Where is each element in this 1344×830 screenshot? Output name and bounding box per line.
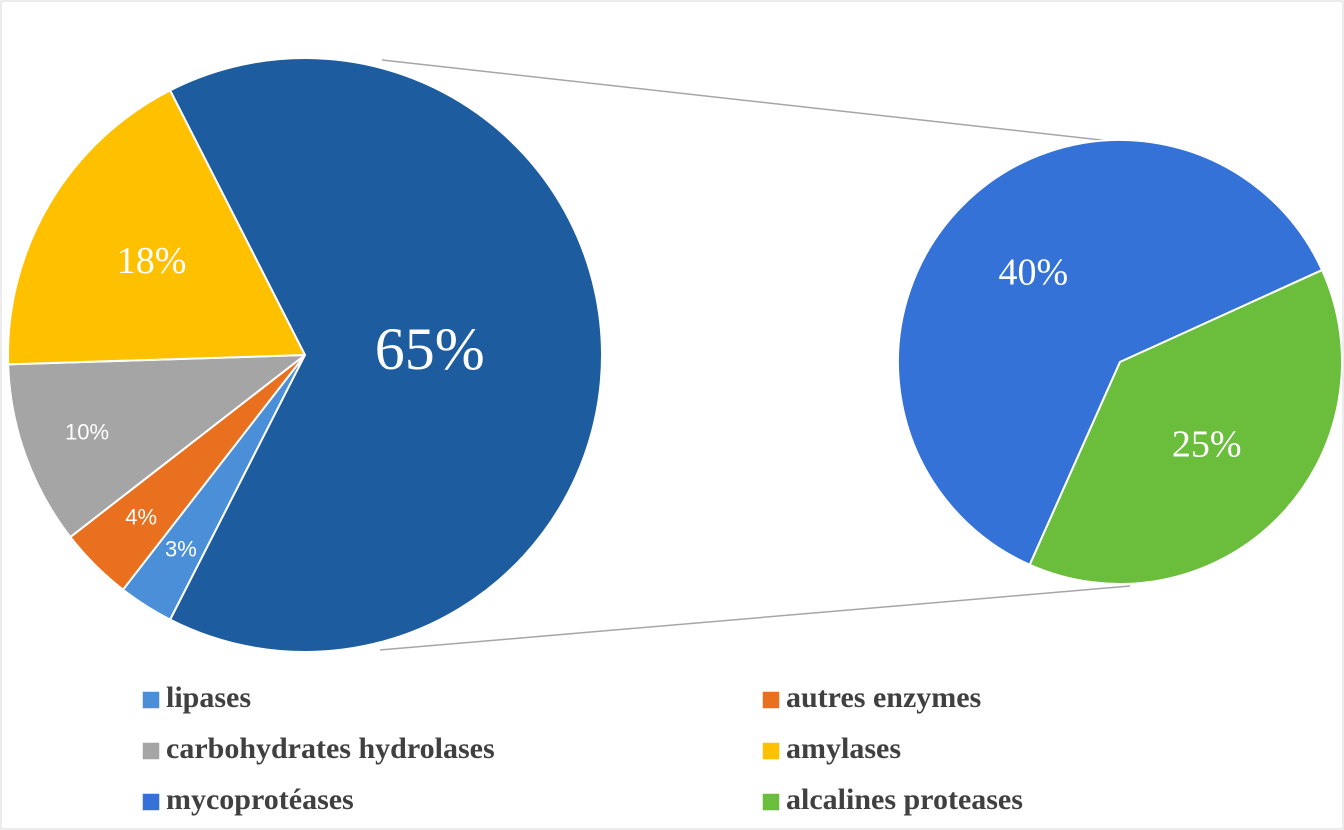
data-label: 4% [125, 505, 157, 530]
pie-slice [7, 353, 309, 539]
legend-swatch [141, 690, 161, 710]
legend-label: lipases [166, 681, 251, 714]
data-label: 40% [998, 252, 1068, 294]
data-label: 25% [1172, 424, 1242, 466]
legend-label: mycoprotéases [166, 783, 354, 816]
legend-swatch [761, 741, 781, 761]
legend-label: carbohydrates hydrolases [166, 732, 495, 765]
pie-slice [7, 89, 307, 366]
data-label: 10% [65, 419, 109, 444]
legend-swatch [141, 792, 161, 812]
legend-swatch [761, 792, 781, 812]
data-label: 65% [375, 316, 485, 382]
legend-label: amylases [786, 732, 901, 765]
data-label: 18% [117, 240, 187, 282]
legend-label: alcalines proteases [786, 783, 1023, 816]
data-label: 3% [165, 536, 197, 561]
connector-line [379, 585, 1131, 651]
connector-line [381, 59, 1129, 144]
legend-swatch [141, 741, 161, 761]
pie-slice [897, 139, 1324, 567]
legend-label: autres enzymes [786, 681, 981, 714]
pie-slice [1028, 268, 1343, 585]
pie-slice [168, 57, 603, 653]
legend-swatch [761, 690, 781, 710]
